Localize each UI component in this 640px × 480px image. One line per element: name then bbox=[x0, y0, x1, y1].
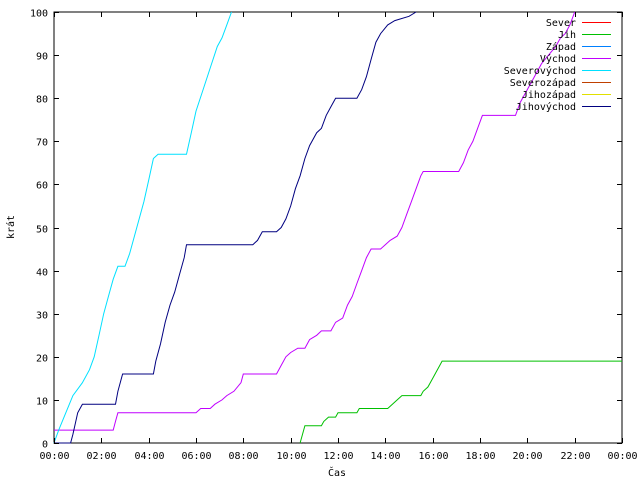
legend-label: Západ bbox=[546, 41, 576, 53]
legend-label: Jih bbox=[558, 30, 576, 41]
legend-label: Jihozápad bbox=[522, 89, 576, 101]
legend-label: Východ bbox=[540, 53, 576, 65]
series-line-severovychod bbox=[53, 11, 232, 444]
series-line-jihovychod bbox=[54, 11, 417, 444]
y-tick-label: 70 bbox=[36, 138, 48, 149]
x-axis-label: Čas bbox=[328, 466, 346, 479]
y-tick-label: 90 bbox=[36, 52, 48, 63]
y-tick-label: 0 bbox=[42, 440, 48, 451]
y-tick-label: 60 bbox=[36, 181, 48, 192]
y-tick-label: 10 bbox=[36, 397, 48, 408]
x-tick-label: 22:00 bbox=[560, 451, 590, 462]
x-tick-label: 10:00 bbox=[276, 451, 306, 462]
legend-label: Severovýchod bbox=[504, 65, 576, 77]
y-axis-label: krát bbox=[5, 215, 17, 239]
y-tick-label: 80 bbox=[36, 95, 48, 106]
x-tick-label: 04:00 bbox=[134, 451, 164, 462]
x-tick-label: 14:00 bbox=[370, 451, 400, 462]
y-tick-label: 30 bbox=[36, 311, 48, 322]
x-tick-label: 06:00 bbox=[181, 451, 211, 462]
y-tick-label: 20 bbox=[36, 354, 48, 365]
x-tick-label: 00:00 bbox=[39, 451, 69, 462]
y-tick-label: 40 bbox=[36, 268, 48, 279]
series-line-jih bbox=[299, 360, 622, 444]
x-tick-label: 00:00 bbox=[607, 451, 637, 462]
series-line-vychod bbox=[54, 11, 576, 431]
legend-label: Jihovýchod bbox=[516, 101, 576, 113]
x-tick-label: 20:00 bbox=[512, 451, 542, 462]
x-tick-label: 18:00 bbox=[465, 451, 495, 462]
y-tick-label: 100 bbox=[30, 9, 48, 20]
x-tick-label: 12:00 bbox=[323, 451, 353, 462]
x-tick-label: 16:00 bbox=[418, 451, 448, 462]
legend-label: Severozápad bbox=[510, 77, 576, 89]
legend-label: Sever bbox=[546, 18, 576, 29]
x-tick-label: 08:00 bbox=[228, 451, 258, 462]
x-tick-label: 02:00 bbox=[86, 451, 116, 462]
y-tick-label: 50 bbox=[36, 225, 48, 236]
